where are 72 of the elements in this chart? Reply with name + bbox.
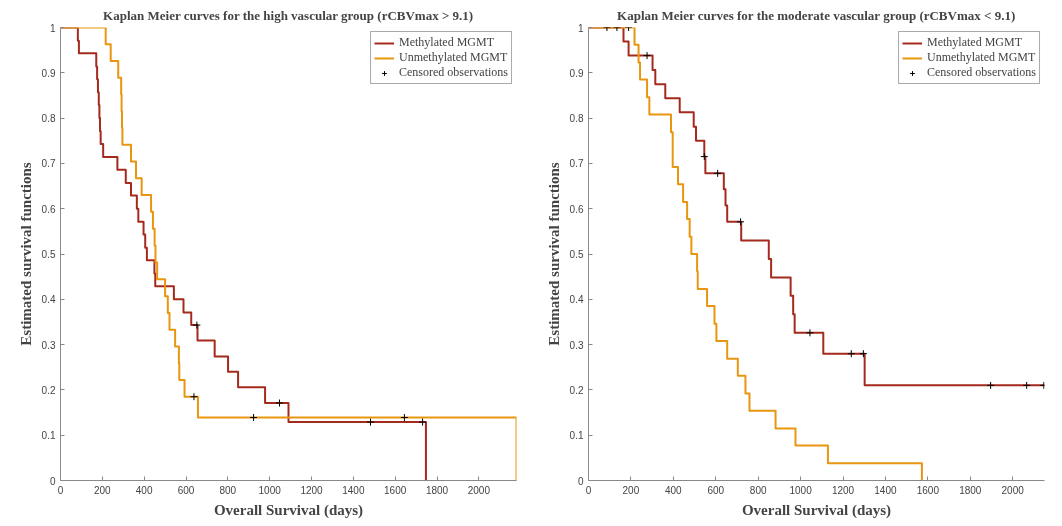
x-tick-label: 1400 (874, 484, 897, 496)
x-tick-label: 2000 (1001, 484, 1025, 496)
point (366, 418, 375, 427)
point (400, 413, 409, 422)
y-axis-title: Estimated survival functions (17, 162, 34, 346)
x-tick-label: 600 (707, 484, 725, 496)
x-tick-label: 0 (585, 484, 592, 496)
y-tick-label: 0 (49, 475, 56, 487)
x-tick-label: 1000 (789, 484, 813, 496)
y-tick-label: 0.7 (569, 158, 584, 170)
point (736, 217, 745, 226)
legend-label: Censored observations (399, 65, 508, 80)
x-tick-label: 200 (622, 484, 640, 496)
x-tick-label: 2000 (467, 484, 491, 496)
x-tick-label: 600 (177, 484, 195, 496)
point (1022, 381, 1031, 390)
y-tick-label: 1 (577, 22, 584, 34)
chart-title: Kaplan Meier curves for the high vascular group (rCBVmax > 9.1) (103, 7, 474, 23)
y-tick-label: 0.7 (41, 158, 56, 170)
y-tick-label: 0 (577, 475, 584, 487)
legend-label: Methylated MGMT (399, 35, 495, 50)
x-tick-label: 1400 (342, 484, 365, 496)
y-tick-label: 0.3 (569, 339, 584, 351)
y-tick-label: 0.2 (41, 384, 56, 396)
point (275, 399, 284, 408)
y-tick-label: 0.1 (41, 430, 56, 442)
legend-label: Methylated MGMT (927, 35, 1023, 50)
x-tick-label: 1000 (258, 484, 282, 496)
x-tick-label: 1200 (300, 484, 324, 496)
point (189, 392, 198, 401)
chart-title: Kaplan Meier curves for the moderate vascular group (rCBVmax < 9.1) (617, 7, 1016, 23)
y-tick-label: 0.9 (41, 67, 56, 79)
point (986, 381, 995, 390)
x-tick-label: 1800 (959, 484, 982, 496)
legend-label: Unmethylated MGMT (399, 50, 508, 65)
x-tick-label: 1600 (384, 484, 407, 496)
y-tick-label: 0.5 (41, 249, 56, 260)
y-tick-label: 0.5 (569, 249, 584, 260)
y-tick-label: 0.4 (569, 294, 584, 306)
x-tick-label: 1200 (831, 484, 855, 496)
y-axis-title: Estimated survival functions (545, 162, 562, 346)
x-tick-label: 800 (749, 484, 767, 496)
x-tick-label: 1800 (425, 484, 449, 496)
y-tick-label: 0.2 (569, 384, 584, 396)
x-tick-label: 1600 (916, 484, 940, 496)
y-tick-label: 0.8 (41, 113, 56, 125)
y-tick-label: 0.9 (569, 67, 584, 79)
legend-label: Censored observations (927, 65, 1036, 80)
y-tick-label: 0.8 (569, 113, 584, 125)
point (847, 349, 856, 358)
x-axis-title: Overall Survival (days) (741, 501, 892, 519)
y-tick-label: 0.1 (569, 430, 584, 442)
x-axis-title: Overall Survival (days) (213, 501, 364, 519)
x-tick-label: 0 (57, 484, 64, 496)
point (418, 418, 427, 427)
y-tick-label: 0.3 (41, 339, 56, 351)
y-tick-label: 0.6 (41, 203, 56, 215)
x-tick-label: 800 (219, 484, 237, 496)
point (249, 413, 258, 422)
point (713, 169, 722, 178)
x-tick-label: 400 (135, 484, 153, 496)
legend-label: Unmethylated MGMT (927, 50, 1036, 65)
x-tick-label: 200 (93, 484, 112, 496)
point (192, 321, 201, 330)
x-tick-label: 400 (664, 484, 683, 496)
point (700, 152, 709, 161)
point (805, 328, 814, 337)
point (643, 51, 652, 60)
y-tick-label: 0.6 (569, 203, 584, 215)
point (859, 349, 868, 358)
y-tick-label: 1 (49, 22, 56, 34)
y-tick-label: 0.4 (41, 294, 56, 306)
